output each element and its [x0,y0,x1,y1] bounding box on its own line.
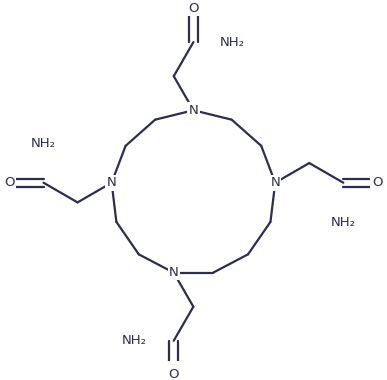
Text: O: O [5,176,15,189]
Text: NH₂: NH₂ [331,215,356,228]
Text: N: N [188,104,198,117]
Text: NH₂: NH₂ [31,137,56,150]
Text: N: N [271,176,280,189]
Text: O: O [188,2,199,15]
Text: N: N [107,176,116,189]
Text: O: O [168,368,179,380]
Text: NH₂: NH₂ [122,334,147,347]
Text: O: O [372,176,382,189]
Text: N: N [169,266,178,279]
Text: NH₂: NH₂ [220,36,245,49]
